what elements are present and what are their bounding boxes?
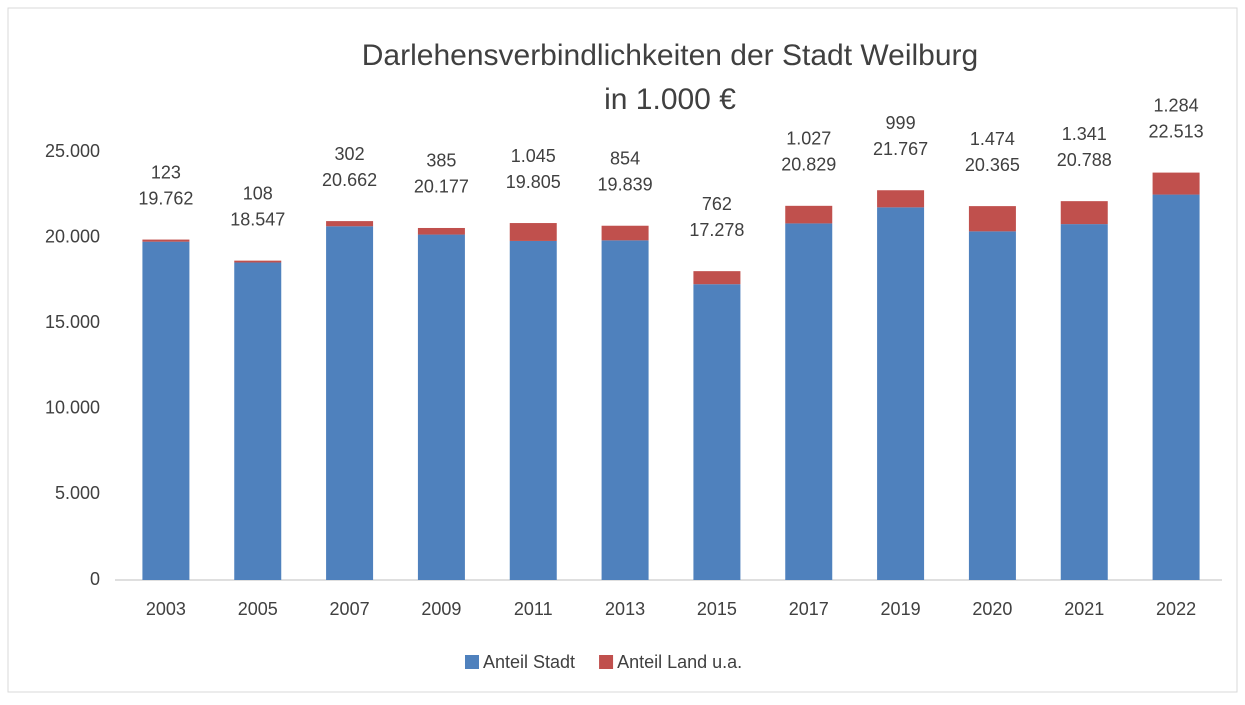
legend-swatch (465, 655, 479, 669)
bar-segment (785, 205, 833, 224)
x-tick-label: 2005 (238, 599, 278, 619)
bar-segment (1152, 172, 1200, 195)
data-label: 19.762 (138, 188, 193, 208)
data-label: 20.365 (965, 155, 1020, 175)
bar-segment (1152, 194, 1200, 580)
y-tick-label: 25.000 (45, 141, 100, 161)
y-tick-label: 5.000 (55, 483, 100, 503)
bar-segment (142, 239, 190, 242)
x-tick-label: 2015 (697, 599, 737, 619)
x-tick-label: 2007 (330, 599, 370, 619)
data-label: 18.547 (230, 209, 285, 229)
x-tick-label: 2017 (789, 599, 829, 619)
x-tick-label: 2003 (146, 599, 186, 619)
bar-segment (877, 207, 925, 581)
data-label: 1.341 (1062, 124, 1107, 144)
data-label: 108 (243, 183, 273, 203)
bar-segment (601, 240, 649, 580)
data-label: 302 (335, 144, 365, 164)
bar-segment (968, 206, 1016, 232)
data-label: 19.805 (506, 172, 561, 192)
x-tick-label: 2013 (605, 599, 645, 619)
data-label: 1.474 (970, 129, 1015, 149)
data-label: 22.513 (1149, 121, 1204, 141)
bar-segment (509, 223, 557, 241)
bar-segment (326, 221, 374, 227)
bar-segment (1060, 224, 1108, 580)
legend-label: Anteil Stadt (483, 652, 575, 672)
data-label: 385 (426, 151, 456, 171)
x-tick-label: 2020 (972, 599, 1012, 619)
bar-segment (877, 190, 925, 208)
data-label: 1.027 (786, 129, 831, 149)
x-tick-label: 2009 (421, 599, 461, 619)
data-label: 19.839 (598, 174, 653, 194)
data-label: 1.045 (511, 146, 556, 166)
bar-segment (326, 226, 374, 581)
data-label: 20.177 (414, 177, 469, 197)
y-tick-label: 0 (90, 569, 100, 589)
bar-segment (968, 231, 1016, 580)
legend-label: Anteil Land u.a. (617, 652, 742, 672)
x-tick-label: 2011 (514, 599, 553, 619)
data-label: 20.788 (1057, 150, 1112, 170)
legend-swatch (599, 655, 614, 669)
data-label: 762 (702, 194, 732, 214)
bar-segment (142, 241, 190, 580)
bar-segment (509, 240, 557, 580)
data-label: 17.278 (689, 220, 744, 240)
data-label: 1.284 (1154, 95, 1199, 115)
chart-subtitle: in 1.000 € (604, 83, 736, 116)
y-tick-label: 10.000 (45, 398, 100, 418)
data-label: 999 (886, 113, 916, 133)
bar-segment (234, 262, 282, 580)
data-label: 854 (610, 148, 640, 168)
bar-segment (234, 260, 282, 263)
x-tick-label: 2022 (1156, 599, 1196, 619)
y-tick-label: 15.000 (45, 312, 100, 332)
chart-title: Darlehensverbindlichkeiten der Stadt Wei… (362, 39, 978, 72)
bar-segment (785, 223, 833, 580)
y-tick-label: 20.000 (45, 226, 100, 246)
bar-segment (417, 234, 465, 580)
bar-segment (1060, 201, 1108, 225)
bar-segment (693, 271, 741, 285)
x-tick-label: 2019 (881, 599, 921, 619)
data-label: 123 (151, 162, 181, 182)
bar-segment (601, 225, 649, 241)
data-label: 20.662 (322, 170, 377, 190)
bar-segment (417, 227, 465, 235)
data-label: 20.829 (781, 155, 836, 175)
x-tick-label: 2021 (1064, 599, 1104, 619)
bar-segment (693, 284, 741, 580)
data-label: 21.767 (873, 139, 928, 159)
